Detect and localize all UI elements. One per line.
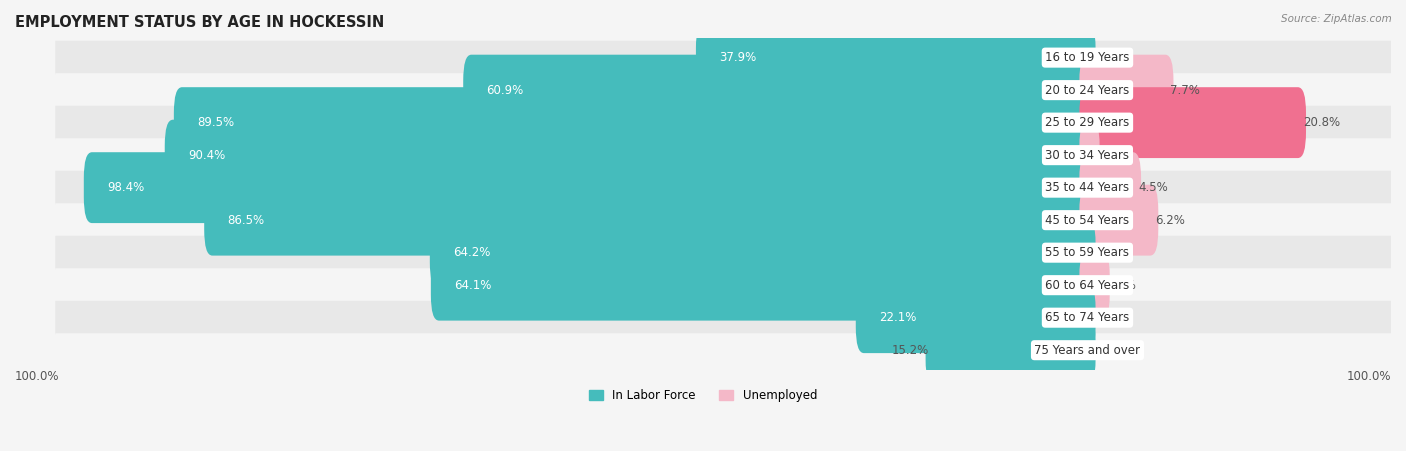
FancyBboxPatch shape — [1080, 250, 1109, 321]
FancyBboxPatch shape — [696, 22, 1095, 93]
Legend: In Labor Force, Unemployed: In Labor Force, Unemployed — [583, 384, 823, 407]
FancyBboxPatch shape — [165, 120, 1095, 191]
FancyBboxPatch shape — [204, 185, 1095, 256]
Text: 7.7%: 7.7% — [1170, 83, 1201, 97]
FancyBboxPatch shape — [55, 333, 1391, 367]
FancyBboxPatch shape — [55, 301, 1391, 335]
Text: 20.8%: 20.8% — [1303, 116, 1340, 129]
Text: 1.4%: 1.4% — [1107, 279, 1136, 292]
FancyBboxPatch shape — [430, 217, 1095, 288]
Text: Source: ZipAtlas.com: Source: ZipAtlas.com — [1281, 14, 1392, 23]
Text: 35 to 44 Years: 35 to 44 Years — [1046, 181, 1129, 194]
Text: 20 to 24 Years: 20 to 24 Years — [1045, 83, 1129, 97]
Text: 100.0%: 100.0% — [15, 370, 59, 383]
Text: 60.9%: 60.9% — [486, 83, 523, 97]
Text: 100.0%: 100.0% — [1347, 370, 1391, 383]
Text: 45 to 54 Years: 45 to 54 Years — [1046, 214, 1129, 227]
Text: 89.5%: 89.5% — [197, 116, 235, 129]
FancyBboxPatch shape — [1080, 185, 1159, 256]
Text: 22.1%: 22.1% — [879, 311, 917, 324]
Text: 55 to 59 Years: 55 to 59 Years — [1046, 246, 1129, 259]
Text: 0.0%: 0.0% — [1092, 51, 1122, 64]
Text: 4.5%: 4.5% — [1137, 181, 1168, 194]
FancyBboxPatch shape — [55, 171, 1391, 205]
Text: 65 to 74 Years: 65 to 74 Years — [1045, 311, 1129, 324]
Text: 15.2%: 15.2% — [891, 344, 928, 357]
FancyBboxPatch shape — [174, 87, 1095, 158]
FancyBboxPatch shape — [55, 41, 1391, 74]
FancyBboxPatch shape — [55, 268, 1391, 302]
FancyBboxPatch shape — [55, 138, 1391, 172]
FancyBboxPatch shape — [856, 282, 1095, 353]
FancyBboxPatch shape — [84, 152, 1095, 223]
Text: 16 to 19 Years: 16 to 19 Years — [1045, 51, 1129, 64]
Text: 25 to 29 Years: 25 to 29 Years — [1045, 116, 1129, 129]
Text: 86.5%: 86.5% — [228, 214, 264, 227]
Text: 0.0%: 0.0% — [1092, 311, 1122, 324]
FancyBboxPatch shape — [1080, 120, 1099, 191]
Text: 75 Years and over: 75 Years and over — [1035, 344, 1140, 357]
Text: 60 to 64 Years: 60 to 64 Years — [1045, 279, 1129, 292]
Text: 64.2%: 64.2% — [453, 246, 491, 259]
Text: 37.9%: 37.9% — [720, 51, 756, 64]
Text: 30 to 34 Years: 30 to 34 Years — [1046, 149, 1129, 161]
FancyBboxPatch shape — [430, 250, 1095, 321]
Text: 98.4%: 98.4% — [107, 181, 145, 194]
Text: 6.2%: 6.2% — [1156, 214, 1185, 227]
Text: 0.4%: 0.4% — [1097, 149, 1126, 161]
Text: 90.4%: 90.4% — [188, 149, 225, 161]
FancyBboxPatch shape — [463, 55, 1095, 125]
FancyBboxPatch shape — [925, 315, 1095, 386]
FancyBboxPatch shape — [1080, 152, 1142, 223]
FancyBboxPatch shape — [1080, 87, 1306, 158]
Text: 64.1%: 64.1% — [454, 279, 492, 292]
FancyBboxPatch shape — [55, 73, 1391, 107]
FancyBboxPatch shape — [55, 106, 1391, 139]
Text: EMPLOYMENT STATUS BY AGE IN HOCKESSIN: EMPLOYMENT STATUS BY AGE IN HOCKESSIN — [15, 15, 384, 30]
Text: 0.0%: 0.0% — [1092, 246, 1122, 259]
FancyBboxPatch shape — [55, 236, 1391, 270]
FancyBboxPatch shape — [55, 203, 1391, 237]
Text: 0.0%: 0.0% — [1092, 344, 1122, 357]
FancyBboxPatch shape — [1080, 55, 1174, 125]
